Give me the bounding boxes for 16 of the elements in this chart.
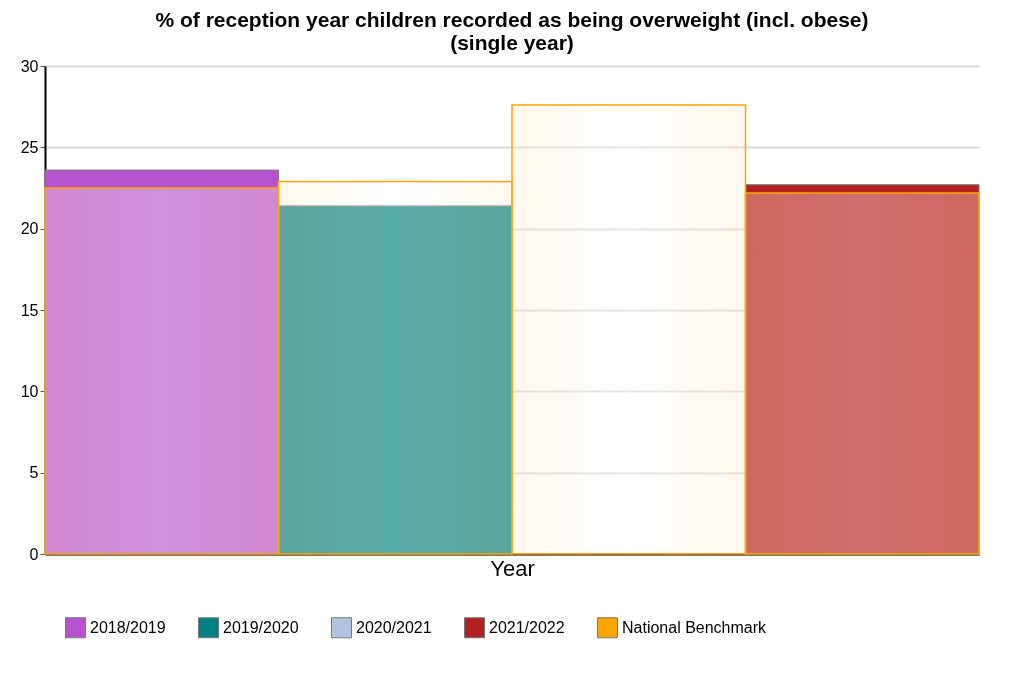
x-axis-title: Year bbox=[490, 555, 535, 581]
y-tick-label: 10 bbox=[20, 382, 39, 400]
legend-label: 2021/2022 bbox=[489, 618, 565, 636]
text: (single year) bbox=[450, 31, 574, 54]
bar bbox=[511, 104, 747, 555]
y-tick-label: 15 bbox=[20, 301, 39, 319]
legend-label: National Benchmark bbox=[622, 618, 768, 636]
text: % of reception year children recorded as being overweight (incl. obese) bbox=[155, 8, 869, 31]
y-tick-label: 30 bbox=[20, 57, 39, 75]
legend-label: 2019/2020 bbox=[223, 618, 299, 636]
y-tick-label: 25 bbox=[20, 138, 39, 156]
y-tick-label: 0 bbox=[29, 545, 39, 563]
y-tick-label: 5 bbox=[29, 464, 39, 482]
legend-label: 2018/2019 bbox=[90, 618, 166, 636]
y-tick-label: 20 bbox=[20, 220, 39, 238]
legend-label: 2020/2021 bbox=[356, 618, 432, 636]
